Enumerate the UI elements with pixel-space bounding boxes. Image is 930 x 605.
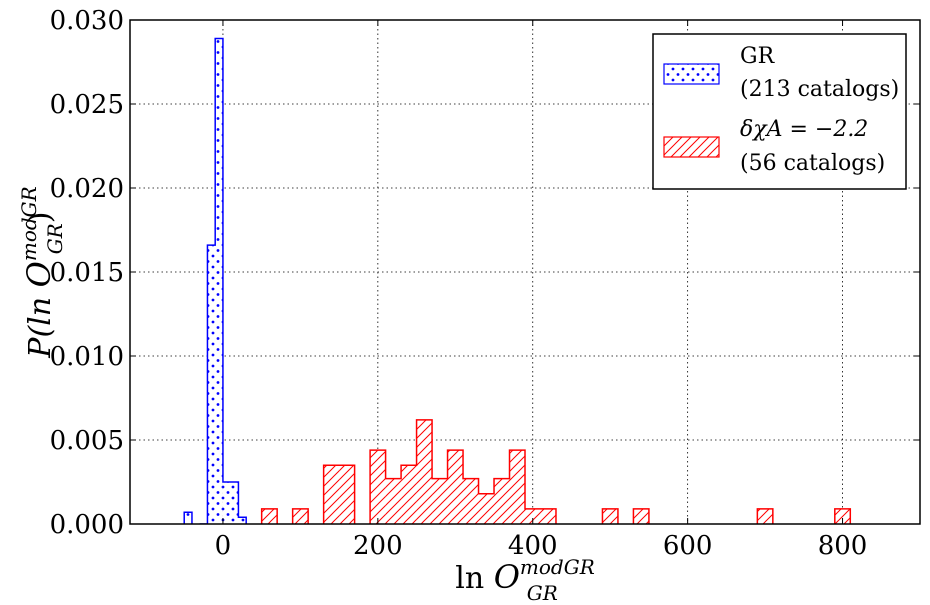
x-axis-label-main: O	[494, 558, 520, 596]
bar-gr-2	[207, 245, 216, 524]
bar-modgr-8	[432, 478, 448, 524]
bar-modgr-14	[525, 508, 541, 524]
y-tick-label-5: 0.025	[50, 90, 124, 120]
bar-gr-3	[215, 38, 223, 524]
histogram-outline-gr	[183, 37, 247, 524]
y-axis-label-sup: modGR	[17, 186, 41, 261]
legend-label-gr: GR	[740, 44, 776, 69]
bar-modgr-13	[509, 450, 525, 524]
y-axis-label-suffix: )	[23, 212, 58, 224]
legend-count-modgr: (56 catalogs)	[740, 151, 885, 176]
bar-modgr-16	[602, 508, 618, 524]
y-tick-label-0: 0.000	[50, 510, 124, 540]
x-axis-label-prefix: ln	[455, 561, 493, 596]
bar-modgr-11	[478, 493, 495, 524]
bar-modgr-12	[494, 478, 510, 524]
histogram-bars	[183, 37, 852, 524]
x-tick-label-1: 200	[353, 531, 403, 561]
y-tick-label-6: 0.030	[50, 6, 124, 36]
y-axis-label-prefix: P(ln	[23, 287, 58, 358]
y-tick-label-2: 0.010	[50, 342, 124, 372]
histogram-outline-modgr	[260, 419, 852, 524]
legend-box	[652, 33, 907, 190]
bar-gr-0	[184, 512, 192, 524]
y-axis-label: P(ln OmodGR GR)	[17, 186, 67, 358]
bar-gr-5	[230, 482, 239, 524]
bar-modgr-9	[447, 450, 464, 524]
legend-swatch-modgr	[663, 136, 720, 158]
x-axis-label-sup: modGR	[520, 555, 595, 579]
x-axis-label: ln OmodGR GR	[455, 555, 595, 605]
bar-modgr-17	[633, 508, 649, 524]
x-tick-label-3: 600	[663, 531, 713, 561]
bar-modgr-1	[292, 508, 309, 524]
bar-modgr-19	[834, 508, 851, 524]
y-axis-label-sub: GR	[43, 223, 67, 254]
bar-modgr-2	[323, 465, 340, 524]
legend-label-modgr: δχA = −2.2	[740, 117, 868, 142]
bar-modgr-4	[370, 450, 386, 524]
x-axis-label-sub: GR	[527, 581, 558, 605]
y-axis-label-main: O	[20, 261, 58, 287]
bar-modgr-5	[385, 478, 402, 524]
bar-modgr-7	[416, 419, 433, 524]
y-tick-label-4: 0.020	[50, 174, 124, 204]
legend-swatch-gr	[663, 63, 720, 85]
bar-modgr-6	[401, 465, 417, 524]
bar-gr-4	[222, 482, 231, 524]
y-tick-label-1: 0.005	[50, 426, 124, 456]
bar-modgr-0	[261, 508, 278, 524]
bar-modgr-15	[540, 508, 556, 524]
bar-modgr-18	[757, 508, 773, 524]
bar-gr-6	[238, 517, 247, 524]
x-tick-label-2: 400	[508, 531, 558, 561]
x-tick-label-4: 800	[818, 531, 868, 561]
legend-count-gr: (213 catalogs)	[740, 77, 899, 102]
x-tick-label-0: 0	[215, 531, 232, 561]
y-tick-label-3: 0.015	[50, 258, 124, 288]
legend: GR (213 catalogs) δχA = −2.2 (56 catalog…	[652, 33, 907, 190]
axis-ticks: 0 200 400 600 800 0.000 0.005 0.010 0.015 0.020 0.…	[50, 6, 920, 561]
bar-modgr-3	[339, 465, 355, 524]
bar-modgr-10	[463, 478, 479, 524]
